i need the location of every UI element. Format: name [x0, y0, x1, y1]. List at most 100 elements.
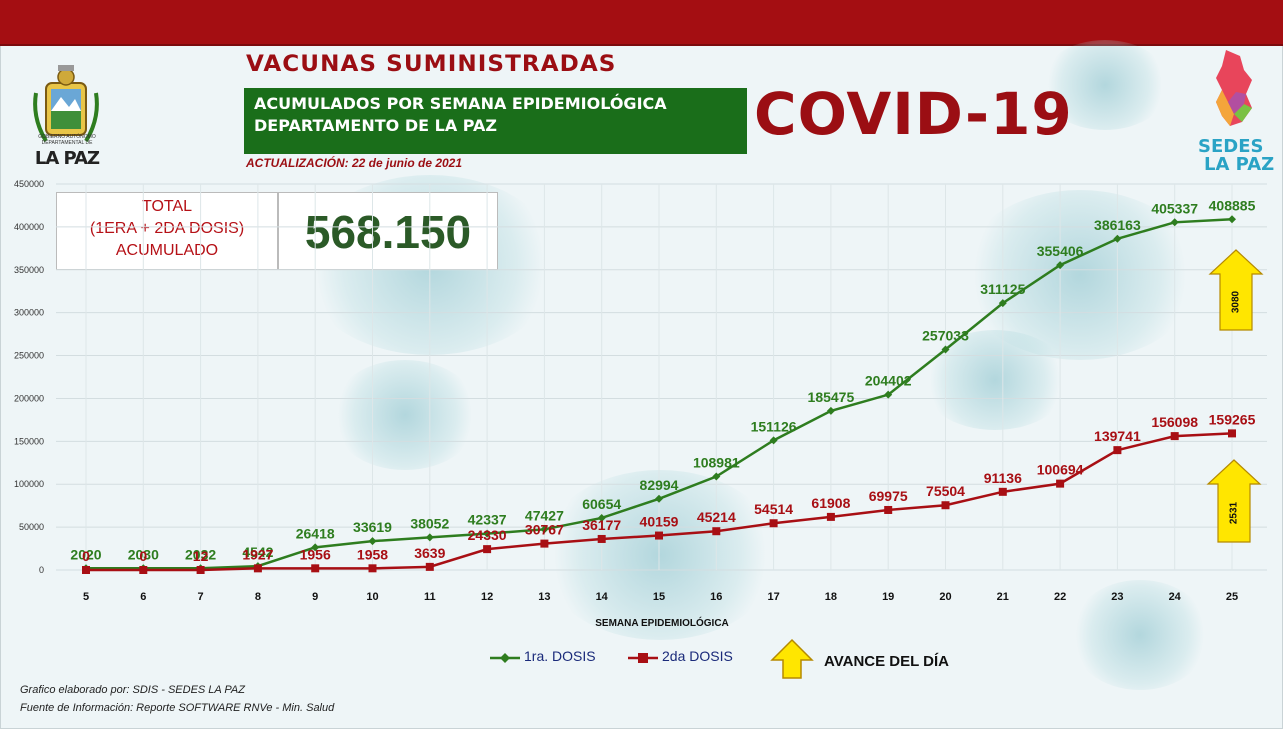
- data-point-first-dose: [1113, 234, 1122, 243]
- data-point-first-dose: [1170, 218, 1179, 227]
- data-label-second-dose: 24330: [468, 527, 507, 543]
- x-tick-label: 14: [596, 591, 609, 603]
- data-point-second-dose: [425, 562, 434, 571]
- sedes-logo-line-1: SEDES: [1198, 136, 1264, 157]
- total-label-line-1: TOTAL: [141, 198, 193, 215]
- data-label-first-dose: 386163: [1094, 217, 1141, 233]
- x-tick-label: 8: [255, 591, 261, 603]
- data-point-first-dose: [425, 533, 434, 542]
- data-label-first-dose: 151126: [751, 418, 797, 434]
- data-label-first-dose: 42337: [468, 512, 507, 528]
- x-tick-label: 7: [198, 591, 204, 603]
- x-tick-label: 20: [939, 591, 951, 603]
- data-label-second-dose: 30767: [525, 522, 564, 538]
- x-axis-ticks: 5 6 7 8 9 10 11 12 13 14 15 16 17 18 19 20 21 22 23 24 25: [83, 591, 1238, 603]
- data-label-first-dose: 2030: [128, 546, 159, 562]
- data-label-first-dose: 4542: [242, 544, 273, 560]
- data-point-first-dose: [540, 525, 549, 534]
- data-label-second-dose: 100694: [1037, 462, 1084, 478]
- y-tick-label: 450000: [14, 179, 44, 189]
- data-label-second-dose: 1956: [300, 546, 331, 562]
- data-point-second-dose: [655, 531, 663, 540]
- data-point-second-dose: [82, 566, 90, 574]
- virus-decoration: [330, 360, 480, 470]
- data-point-first-dose: [998, 299, 1007, 308]
- data-label-second-dose: 61908: [811, 495, 850, 511]
- data-label-second-dose: 139741: [1094, 428, 1141, 444]
- subtitle-line-1: ACUMULADOS POR SEMANA EPIDEMIOLÓGICA: [254, 94, 667, 113]
- data-point-first-dose: [368, 537, 377, 546]
- data-label-first-dose: 355406: [1037, 243, 1084, 259]
- total-label-line-2: (1ERA + 2DA DOSIS): [89, 220, 245, 237]
- data-label-second-dose: 0: [139, 548, 147, 564]
- data-label-second-dose: 45214: [697, 509, 736, 525]
- total-value: 568.150: [278, 192, 498, 270]
- data-label-first-dose: 204402: [865, 373, 912, 389]
- data-point-second-dose: [597, 534, 606, 543]
- grid: [56, 183, 1267, 571]
- data-label-second-dose: 0: [82, 548, 90, 564]
- data-label-second-dose: 1927: [242, 546, 273, 562]
- x-tick-label: 21: [997, 591, 1009, 603]
- legend-second-dose: 2da DOSIS: [662, 648, 733, 664]
- data-label-first-dose: 257033: [922, 328, 969, 344]
- data-label-second-dose: 12: [193, 548, 209, 564]
- coat-of-arms-logo: [33, 65, 99, 143]
- arrow-first-dose-value: 3080: [1231, 290, 1242, 313]
- sedes-logo-line-2: LA PAZ: [1204, 154, 1275, 175]
- x-tick-label: 18: [825, 591, 837, 603]
- x-tick-label: 25: [1226, 591, 1238, 603]
- data-point-second-dose: [1228, 429, 1236, 438]
- avance-label: AVANCE DEL DÍA: [824, 653, 950, 670]
- data-label-first-dose: 311125: [980, 281, 1025, 297]
- y-tick-label: 300000: [14, 308, 44, 318]
- data-label-second-dose: 69975: [869, 488, 908, 504]
- data-point-second-dose: [1170, 432, 1179, 441]
- data-label-first-dose: 2032: [185, 546, 216, 562]
- data-label-second-dose: 91136: [984, 470, 1022, 486]
- data-point-first-dose: [1056, 261, 1065, 270]
- x-tick-label: 24: [1169, 591, 1182, 603]
- data-point-first-dose: [941, 345, 950, 354]
- legend-line-second-dose: [628, 653, 658, 663]
- data-point-second-dose: [998, 487, 1007, 496]
- data-point-first-dose: [655, 494, 663, 503]
- x-axis-label: SEMANA EPIDEMIOLÓGICA: [595, 616, 729, 629]
- data-point-second-dose: [1056, 479, 1065, 488]
- series-group: [82, 215, 1236, 574]
- data-label-second-dose: 3639: [414, 545, 445, 561]
- data-point-second-dose: [1113, 446, 1122, 455]
- data-point-first-dose: [597, 513, 606, 522]
- data-label-first-dose: 82994: [640, 477, 679, 493]
- data-point-first-dose: [483, 529, 492, 538]
- data-label-second-dose: 54514: [754, 501, 793, 517]
- arrow-second-dose: [1206, 459, 1262, 543]
- data-point-second-dose: [311, 564, 320, 573]
- y-tick-label: 250000: [14, 351, 44, 361]
- data-label-first-dose: 26418: [296, 525, 335, 541]
- footer-credit: Grafico elaborado por: SDIS - SEDES LA P…: [20, 684, 245, 696]
- data-label-second-dose: 36177: [582, 517, 621, 533]
- legend-first-dose: 1ra. DOSIS: [524, 648, 596, 664]
- data-label-first-dose: 33619: [353, 519, 392, 535]
- data-point-second-dose: [769, 519, 778, 528]
- update-date: ACTUALIZACIÓN: 22 de junio de 2021: [246, 156, 463, 170]
- x-tick-label: 17: [767, 591, 779, 603]
- data-point-first-dose: [769, 436, 778, 445]
- x-tick-label: 12: [481, 591, 493, 603]
- data-point-first-dose: [311, 543, 320, 552]
- subtitle-box: ACUMULADOS POR SEMANA EPIDEMIOLÓGICA DEP…: [244, 88, 747, 154]
- data-label-first-dose: 405337: [1151, 200, 1198, 216]
- data-point-second-dose: [368, 564, 377, 573]
- logo-name: LA PAZ: [34, 148, 100, 169]
- data-label-first-dose: 38052: [410, 515, 449, 531]
- y-axis-ticks: 0 50000 100000 150000 200000 250000 300000 3500…: [14, 179, 44, 575]
- data-label-second-dose: 75504: [926, 483, 965, 499]
- y-tick-label: 150000: [14, 436, 44, 446]
- x-tick-label: 11: [424, 591, 436, 603]
- y-tick-label: 0: [39, 565, 44, 575]
- x-tick-label: 16: [710, 591, 722, 603]
- data-point-second-dose: [540, 539, 549, 548]
- data-label-second-dose: 156098: [1151, 414, 1198, 430]
